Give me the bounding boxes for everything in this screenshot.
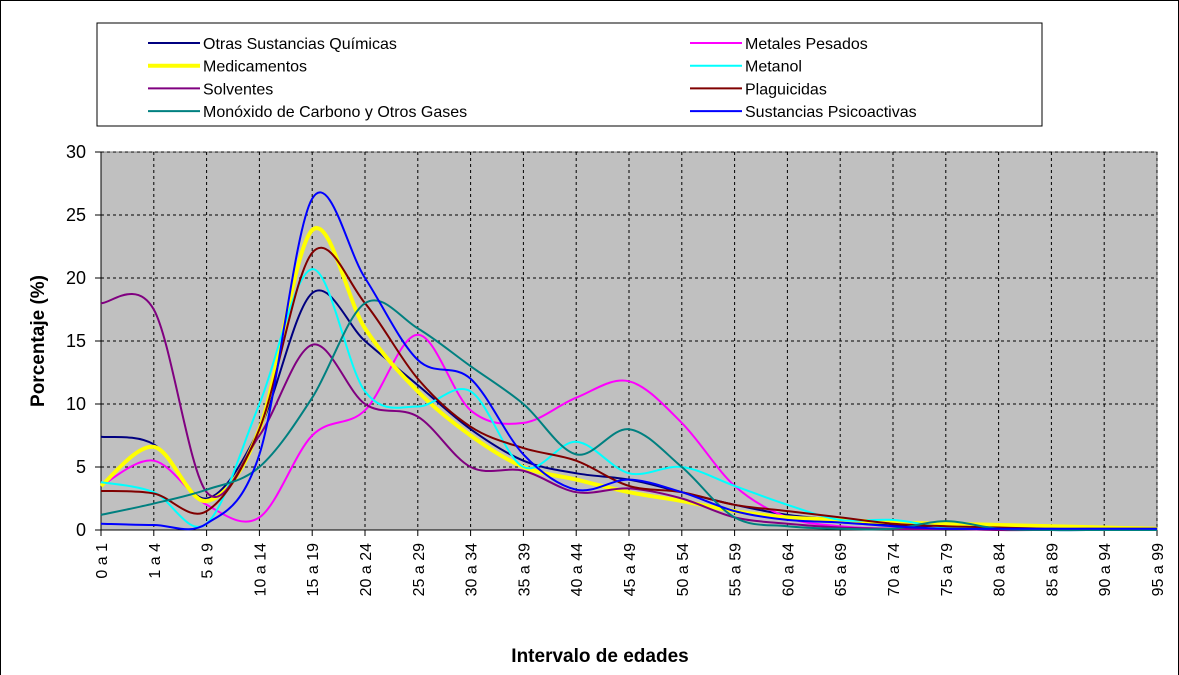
- x-tick-label: 25 a 29: [411, 543, 428, 596]
- x-tick-label: 55 a 59: [728, 543, 745, 596]
- y-tick-label: 15: [66, 331, 86, 351]
- y-tick-label: 5: [76, 457, 86, 477]
- x-tick-label: 65 a 69: [833, 543, 850, 596]
- y-tick-label: 10: [66, 394, 86, 414]
- legend-label: Medicamentos: [203, 59, 307, 76]
- x-tick-label: 85 a 89: [1044, 543, 1061, 596]
- x-tick-label: 20 a 24: [358, 543, 375, 596]
- y-axis-title: Porcentaje (%): [28, 275, 49, 407]
- y-tick-label: 30: [66, 142, 86, 162]
- series-line: [100, 299, 1157, 532]
- legend-label: Solventes: [203, 81, 273, 98]
- x-tick-label: 0 a 1: [94, 543, 111, 579]
- x-tick-label: 35 a 39: [516, 543, 533, 596]
- x-tick-label: 75 a 79: [939, 543, 956, 596]
- y-tick-label: 20: [66, 268, 86, 288]
- x-axis-title: Intervalo de edades: [511, 646, 688, 667]
- x-tick-label: 1 a 4: [147, 543, 164, 579]
- x-tick-label: 5 a 9: [200, 543, 217, 579]
- y-tick-label: 25: [66, 205, 86, 225]
- x-tick-label: 70 a 74: [886, 543, 903, 596]
- legend-box: [96, 22, 1043, 127]
- legend-label: Metanol: [745, 59, 802, 76]
- x-tick-label: 10 a 14: [252, 543, 269, 596]
- x-tick-label: 15 a 19: [305, 543, 322, 596]
- legend-label: Otras Sustancias Químicas: [203, 36, 397, 53]
- legend-label: Monóxido de Carbono y Otros Gases: [203, 104, 467, 121]
- y-tick-label: 0: [76, 520, 86, 540]
- x-tick-label: 80 a 84: [992, 543, 1009, 596]
- series-line: [100, 246, 1157, 530]
- legend-label: Sustancias Psicoactivas: [745, 104, 917, 121]
- x-tick-label: 90 a 94: [1097, 543, 1114, 596]
- x-tick-label: 30 a 34: [464, 543, 481, 596]
- x-tick-label: 50 a 54: [675, 543, 692, 596]
- x-tick-label: 60 a 64: [780, 543, 797, 596]
- series-line: [100, 191, 1157, 531]
- x-tick-label: 45 a 49: [622, 543, 639, 596]
- legend-label: Plaguicidas: [745, 81, 827, 98]
- x-tick-label: 95 a 99: [1150, 543, 1167, 596]
- legend-label: Metales Pesados: [745, 36, 868, 53]
- x-tick-label: 40 a 44: [569, 543, 586, 596]
